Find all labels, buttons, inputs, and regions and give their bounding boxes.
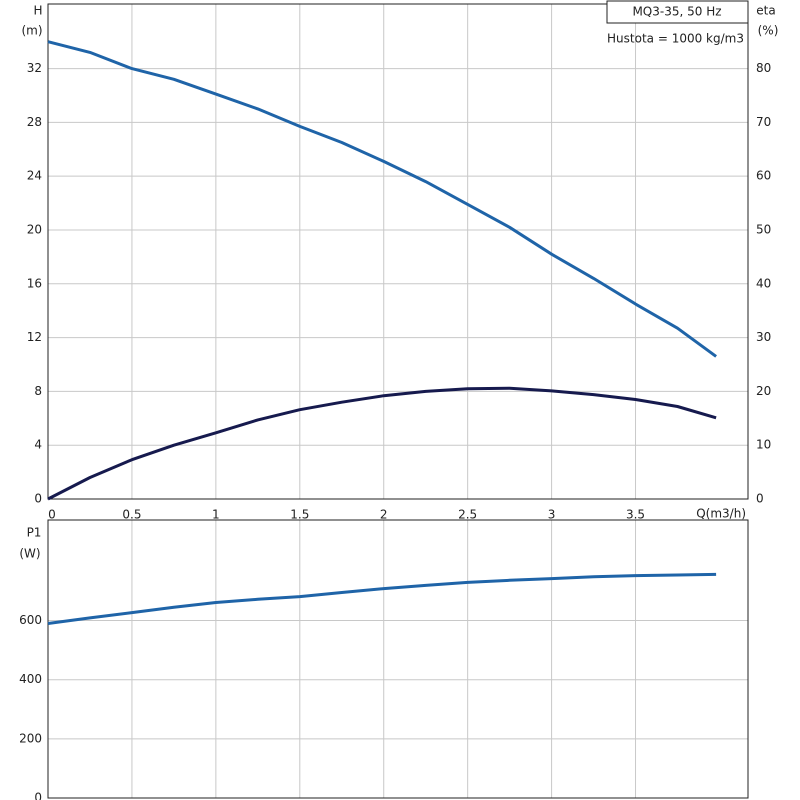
- y-tick-label: 0: [34, 492, 42, 506]
- y2-tick-label: 20: [756, 384, 771, 398]
- y-tick-label: 12: [27, 330, 42, 344]
- y2-tick-label: 80: [756, 61, 771, 75]
- y2-tick-label: 40: [756, 276, 771, 290]
- y-tick-label: 200: [19, 731, 42, 745]
- y2-tick-label: 10: [756, 438, 771, 452]
- y-tick-label: 600: [19, 613, 42, 627]
- plot-frame: [47, 3, 749, 500]
- y-axis-label: H: [33, 4, 42, 18]
- legend-box: [606, 0, 749, 24]
- y2-axis-label: eta: [756, 4, 775, 18]
- y-tick-label: 32: [27, 61, 42, 75]
- density-note: Hustota = 1000 kg/m3: [607, 32, 744, 46]
- curve: [47, 40, 717, 358]
- y2-tick-label: 50: [756, 222, 771, 236]
- y2-tick-label: 30: [756, 330, 771, 344]
- y-axis-unit: (m): [21, 24, 42, 38]
- y-tick-label: 20: [27, 222, 42, 236]
- curve: [47, 386, 717, 501]
- y-tick-label: 8: [34, 384, 42, 398]
- y-tick-label: 4: [34, 438, 42, 452]
- x-tick-label: 0: [48, 508, 56, 522]
- y-axis-unit: (W): [19, 547, 40, 561]
- curve: [47, 572, 717, 625]
- plot-frame: [47, 519, 749, 799]
- y2-tick-label: 70: [756, 115, 771, 129]
- y2-tick-label: 0: [756, 492, 764, 506]
- y2-tick-label: 60: [756, 169, 771, 183]
- x-tick-label: 1: [212, 508, 220, 522]
- x-tick-label: 2.5: [458, 508, 477, 522]
- y-tick-label: 400: [19, 672, 42, 686]
- x-tick-label: 0.5: [122, 508, 141, 522]
- y-axis-label: P1: [27, 526, 42, 540]
- y-tick-label: 16: [27, 276, 42, 290]
- legend-title: MQ3-35, 50 Hz: [632, 5, 721, 19]
- x-tick-label: 3: [548, 508, 556, 522]
- y-tick-label: 0: [34, 791, 42, 800]
- y2-axis-unit: (%): [758, 24, 779, 38]
- x-tick-label: 3.5: [626, 508, 645, 522]
- x-tick-label: 2: [380, 508, 388, 522]
- x-axis-label: Q(m3/h): [696, 507, 746, 521]
- x-tick-label: 1.5: [290, 508, 309, 522]
- y-tick-label: 24: [27, 169, 42, 183]
- y-tick-label: 28: [27, 115, 42, 129]
